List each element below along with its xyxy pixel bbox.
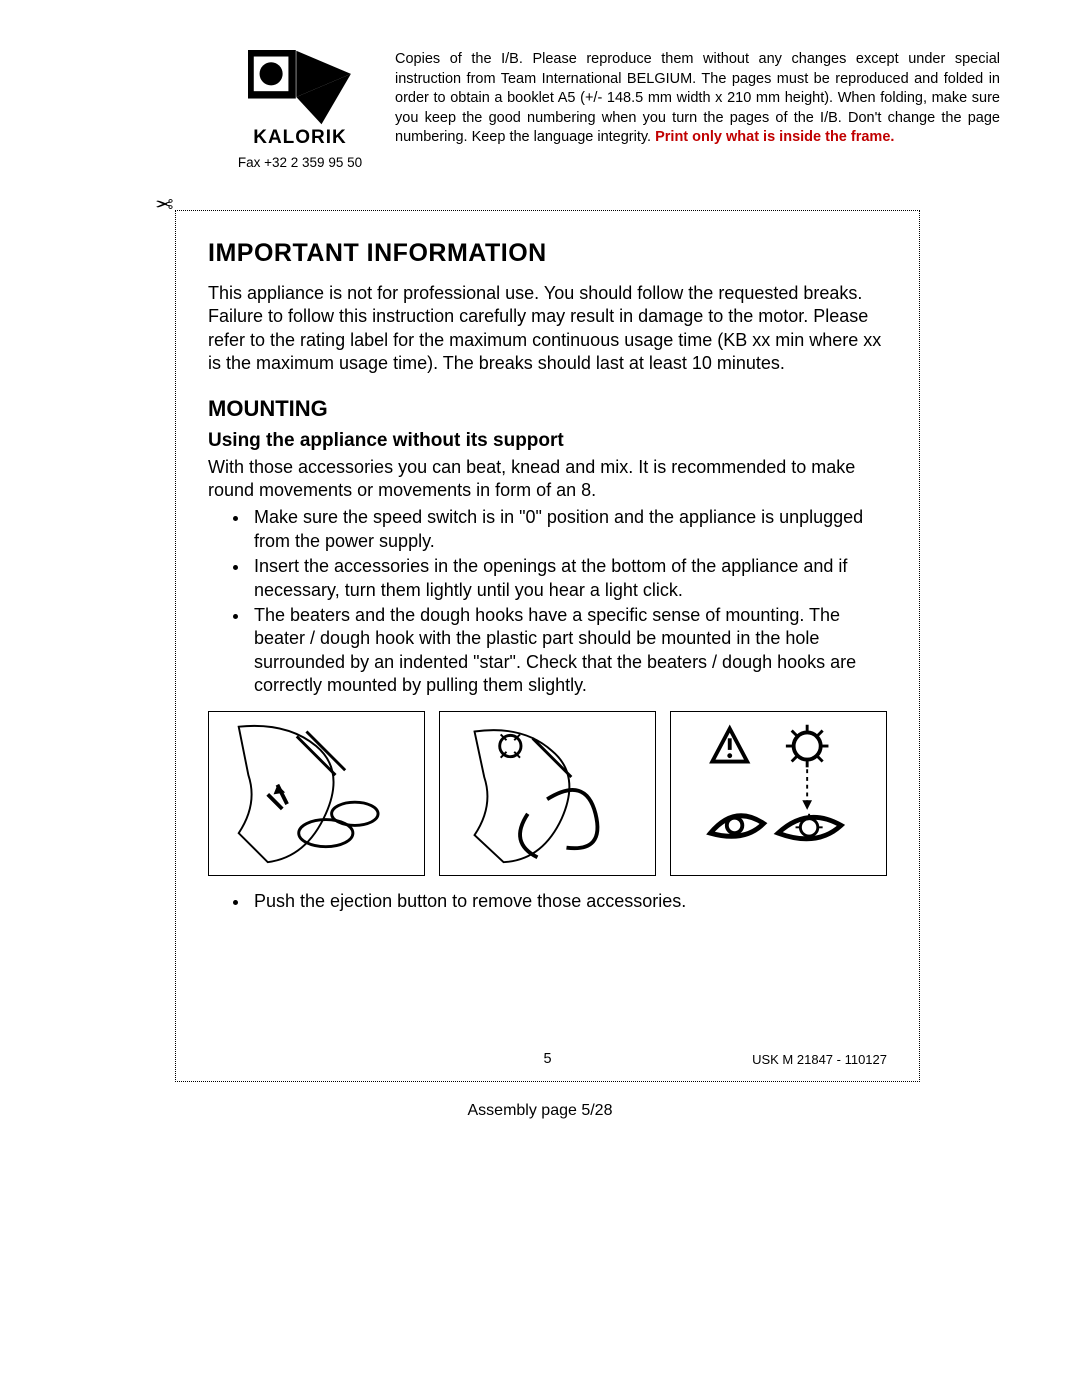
mounting-bullets: Make sure the speed switch is in "0" pos…: [208, 506, 887, 697]
brand-name: KALORIK: [253, 127, 347, 149]
heading-mounting: MOUNTING: [208, 396, 887, 422]
illustration-insert-hooks: [439, 711, 656, 876]
scissors-icon: ✂: [155, 192, 173, 218]
header: KALORIK Fax +32 2 359 95 50 Copies of th…: [0, 0, 1080, 180]
illustration-insert-beaters: [208, 711, 425, 876]
subheading-using-without-support: Using the appliance without its support: [208, 430, 887, 452]
header-copy: Copies of the I/B. Please reproduce them…: [395, 50, 1000, 148]
kalorik-logo-icon: [248, 50, 353, 125]
bullet-item: Make sure the speed switch is in "0" pos…: [250, 506, 887, 553]
mounting-intro: With those accessories you can beat, kne…: [208, 456, 887, 503]
illustration-star-warning: [670, 711, 887, 876]
heading-important-information: IMPORTANT INFORMATION: [208, 239, 887, 268]
bullet-item: Insert the accessories in the openings a…: [250, 555, 887, 602]
illustration-row: [208, 711, 887, 876]
document-reference: USK M 21847 - 110127: [752, 1052, 887, 1067]
header-copy-red: Print only what is inside the frame.: [655, 129, 894, 145]
logo-block: KALORIK Fax +32 2 359 95 50: [235, 50, 365, 170]
fax-line: Fax +32 2 359 95 50: [238, 155, 362, 170]
assembly-page-footer: Assembly page 5/28: [0, 1102, 1080, 1120]
page-number: 5: [543, 1051, 551, 1067]
after-bullets: Push the ejection button to remove those…: [208, 890, 887, 913]
bullet-item: The beaters and the dough hooks have a s…: [250, 604, 887, 698]
bullet-item: Push the ejection button to remove those…: [250, 890, 887, 913]
important-information-body: This appliance is not for professional u…: [208, 282, 887, 376]
content-frame: IMPORTANT INFORMATION This appliance is …: [175, 210, 920, 1082]
